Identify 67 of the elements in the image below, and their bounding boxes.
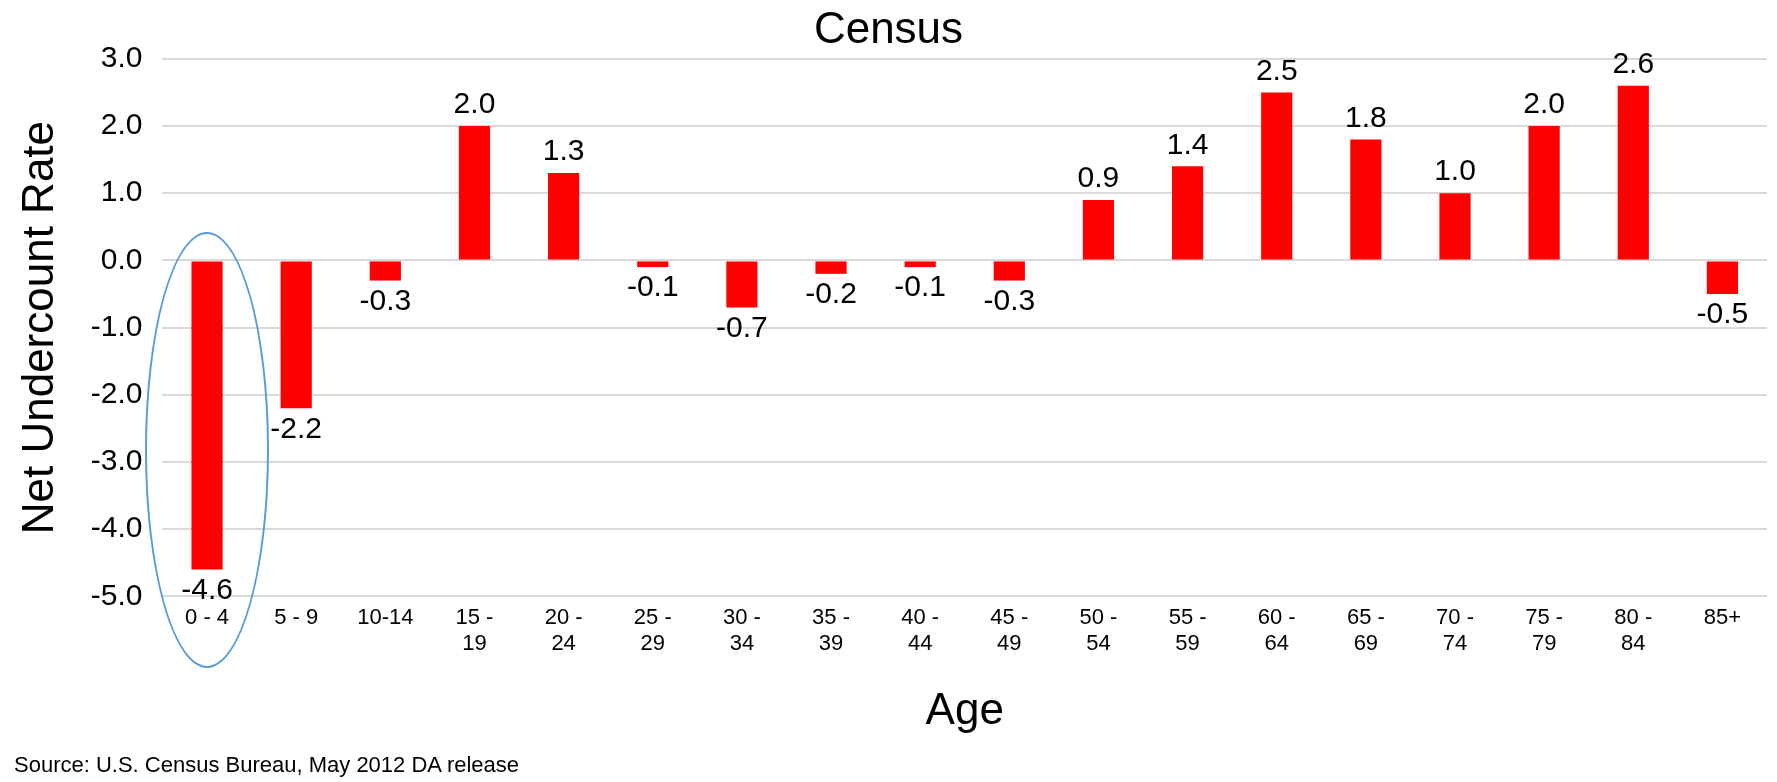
data-label: -2.2	[270, 410, 323, 444]
bar	[637, 261, 669, 268]
y-tick-label: 0.0	[100, 241, 143, 275]
source-note: Source: U.S. Census Bureau, May 2012 DA release	[14, 752, 520, 778]
data-label: 2.6	[1612, 45, 1655, 79]
y-axis-title: Net Undercount Rate	[12, 120, 62, 535]
bar	[726, 261, 758, 308]
bar	[1261, 92, 1293, 260]
bar	[1617, 85, 1649, 260]
x-tick-label: 45 - 49	[990, 603, 1029, 656]
x-tick-label: 35 - 39	[812, 603, 850, 656]
x-tick-label: 55 - 59	[1168, 603, 1207, 656]
x-tick-label: 30 - 34	[722, 603, 761, 656]
bar	[191, 261, 223, 570]
bar	[369, 261, 401, 281]
data-label: -0.3	[983, 282, 1036, 316]
x-tick-label: 80 - 84	[1614, 603, 1653, 656]
y-tick-label: 3.0	[100, 40, 143, 74]
data-label: -0.3	[359, 282, 412, 316]
data-label: -0.1	[626, 269, 679, 303]
y-tick-label: -5.0	[90, 577, 143, 611]
x-tick-label: 85+	[1703, 603, 1742, 629]
data-label: -0.1	[894, 269, 947, 303]
y-tick-label: -3.0	[90, 443, 143, 477]
x-tick-label: 0 - 4	[185, 603, 230, 629]
bar	[1439, 193, 1471, 260]
x-tick-label: 70 - 74	[1436, 603, 1474, 656]
x-axis-title: Age	[925, 683, 1004, 733]
bar	[1528, 126, 1560, 260]
x-tick-label: 15 - 19	[455, 603, 494, 656]
data-label: -0.2	[805, 276, 857, 310]
data-label: 1.3	[542, 133, 585, 167]
bar	[1172, 166, 1204, 260]
x-tick-label: 20 - 24	[544, 603, 583, 656]
bar	[815, 261, 847, 274]
bar	[280, 261, 312, 409]
x-tick-label: 50 - 54	[1079, 603, 1118, 656]
data-label: 1.0	[1434, 153, 1476, 187]
x-tick-label: 75 - 79	[1525, 603, 1564, 656]
bar	[548, 173, 580, 260]
data-label: 1.4	[1166, 126, 1209, 160]
data-label: -0.5	[1696, 296, 1749, 330]
data-label: 2.0	[453, 86, 496, 120]
data-label: 2.5	[1255, 52, 1298, 86]
x-tick-label: 40 - 44	[901, 603, 940, 656]
data-label: 1.8	[1345, 99, 1387, 133]
data-label: 0.9	[1077, 160, 1120, 194]
x-tick-label: 60 - 64	[1257, 603, 1296, 656]
bar	[1350, 139, 1382, 260]
bar	[1706, 261, 1739, 294]
data-label: -4.6	[181, 571, 233, 605]
chart-title: Census	[813, 2, 964, 52]
x-tick-label: 10-14	[357, 603, 414, 629]
y-tick-label: -2.0	[90, 376, 143, 410]
data-label: 2.0	[1523, 86, 1566, 120]
y-tick-label: -4.0	[90, 510, 143, 544]
bar	[1082, 199, 1115, 260]
data-label: -0.7	[716, 309, 768, 343]
y-tick-label: 1.0	[100, 174, 143, 208]
y-tick-label: 2.0	[100, 107, 143, 141]
y-tick-label: -1.0	[90, 308, 143, 342]
bar	[458, 126, 491, 260]
x-tick-label: 25 - 29	[633, 603, 672, 656]
x-tick-label: 65 - 69	[1346, 603, 1385, 656]
bar	[904, 261, 936, 268]
x-tick-label: 5 - 9	[274, 603, 319, 629]
bar	[993, 261, 1025, 281]
